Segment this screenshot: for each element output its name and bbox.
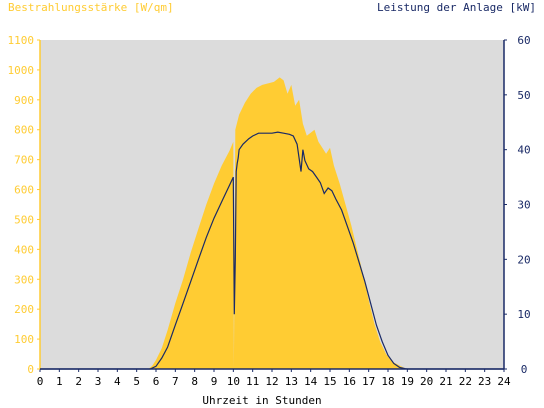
x-tick-label: 10 xyxy=(227,375,240,388)
x-tick-label: 24 xyxy=(497,375,511,388)
y-left-tick-label: 1100 xyxy=(8,34,35,47)
y-left-tick-label: 800 xyxy=(14,124,34,137)
x-tick-label: 15 xyxy=(323,375,336,388)
x-tick-label: 3 xyxy=(95,375,102,388)
y-left-tick-label: 200 xyxy=(14,303,34,316)
x-tick-label: 0 xyxy=(37,375,44,388)
y-right-tick-label: 60 xyxy=(517,34,530,47)
y-right-tick-label: 40 xyxy=(517,144,530,157)
irradiance-area xyxy=(40,77,504,370)
power-line xyxy=(40,131,504,370)
y-left-tick-label: 1000 xyxy=(8,64,35,77)
x-tick-label: 8 xyxy=(191,375,198,388)
x-tick-label: 5 xyxy=(133,375,140,388)
x-tick-label: 2 xyxy=(75,375,82,388)
y-left-tick-label: 400 xyxy=(14,243,34,256)
y-right-tick-label: 0 xyxy=(521,363,528,376)
x-tick-label: 23 xyxy=(478,375,491,388)
y-left-tick-label: 600 xyxy=(14,184,34,197)
y-right-tick-label: 50 xyxy=(517,89,530,102)
x-tick-label: 12 xyxy=(265,375,278,388)
x-tick-labels: 0 1 2 3 4 5 6 7 8 9 10 11 12 13 14 15 16 17 18 19 20 21 22 23 24 xyxy=(37,369,511,388)
x-tick-label: 22 xyxy=(459,375,472,388)
y-right-tick-label: 10 xyxy=(517,308,530,321)
y-right-tick-label: 30 xyxy=(517,199,530,212)
x-tick-label: 7 xyxy=(172,375,179,388)
y-left-tick-labels: 0 100 200 300 400 500 600 700 800 900 1000 1100 xyxy=(8,34,40,376)
x-tick-label: 9 xyxy=(211,375,218,388)
x-tick-label: 14 xyxy=(304,375,318,388)
x-tick-label: 6 xyxy=(153,375,160,388)
left-axis-title: Bestrahlungsstärke [W/qm] xyxy=(8,1,174,14)
y-left-tick-label: 700 xyxy=(14,154,34,167)
y-left-tick-label: 0 xyxy=(27,363,34,376)
x-tick-label: 11 xyxy=(246,375,259,388)
y-left-tick-label: 500 xyxy=(14,213,34,226)
x-tick-label: 17 xyxy=(362,375,375,388)
y-right-tick-label: 20 xyxy=(517,253,530,266)
right-axis-title: Leistung der Anlage [kW] xyxy=(377,1,536,14)
x-tick-label: 19 xyxy=(401,375,414,388)
x-tick-label: 13 xyxy=(285,375,298,388)
y-right-tick-labels: 0 10 20 30 40 50 60 xyxy=(504,34,531,376)
x-tick-label: 1 xyxy=(56,375,63,388)
x-tick-label: 18 xyxy=(381,375,394,388)
x-tick-label: 16 xyxy=(343,375,356,388)
x-axis-title: Uhrzeit in Stunden xyxy=(202,394,321,407)
y-left-tick-label: 100 xyxy=(14,333,34,346)
y-left-tick-label: 900 xyxy=(14,94,34,107)
y-left-tick-label: 300 xyxy=(14,273,34,286)
x-tick-label: 20 xyxy=(420,375,433,388)
x-tick-label: 21 xyxy=(439,375,452,388)
x-tick-label: 4 xyxy=(114,375,121,388)
